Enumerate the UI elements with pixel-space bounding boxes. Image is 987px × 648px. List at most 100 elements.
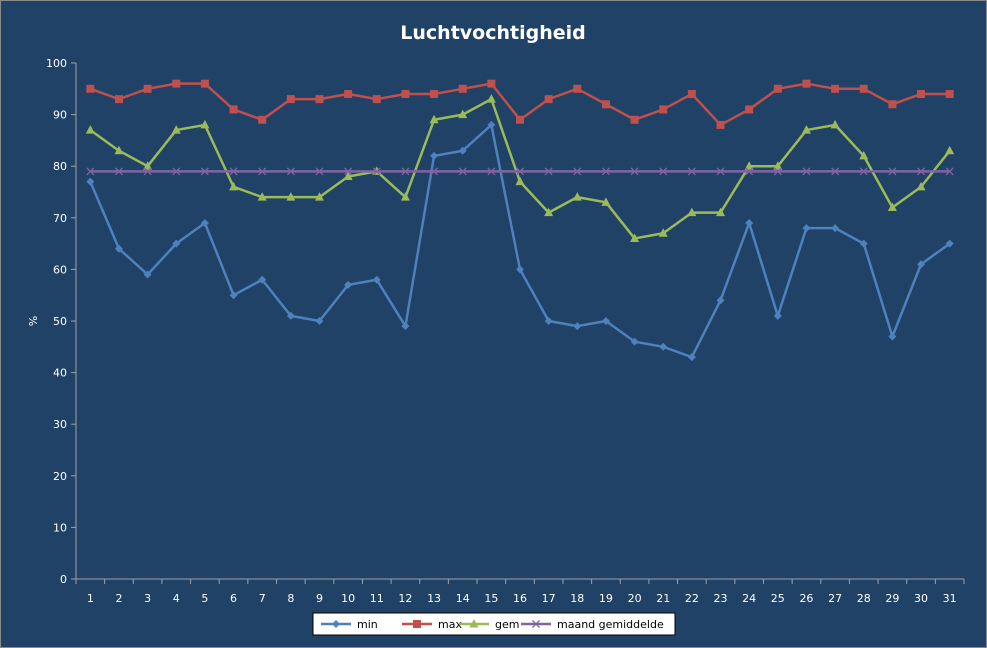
series-line <box>89 123 951 359</box>
data-point <box>200 218 209 227</box>
data-point <box>830 119 840 129</box>
x-tick-label: 17 <box>542 592 556 605</box>
data-point <box>487 167 496 176</box>
data-point <box>831 84 840 93</box>
data-point <box>716 167 725 176</box>
x-tick-label: 11 <box>370 592 384 605</box>
data-point <box>114 145 124 155</box>
data-point <box>458 84 467 93</box>
data-point <box>458 167 467 176</box>
data-point <box>286 192 296 201</box>
data-point <box>773 161 783 170</box>
data-point <box>659 342 668 351</box>
data-point <box>143 161 153 170</box>
y-tick-label: 0 <box>60 573 67 586</box>
data-point <box>917 260 926 269</box>
data-point <box>114 95 123 104</box>
x-tick-label: 9 <box>316 592 323 605</box>
data-point <box>200 167 209 176</box>
y-tick-label: 30 <box>53 418 67 431</box>
data-point <box>945 89 954 98</box>
data-point <box>200 79 209 88</box>
x-tick-label: 29 <box>885 592 899 605</box>
y-tick-label: 80 <box>53 160 67 173</box>
x-tick-label: 22 <box>685 592 699 605</box>
data-point <box>516 115 524 124</box>
x-tick-label: 23 <box>714 592 728 605</box>
data-point <box>773 167 782 176</box>
data-point <box>687 89 696 98</box>
data-point <box>115 167 123 176</box>
data-point <box>573 322 582 331</box>
legend-item: max <box>402 618 462 631</box>
x-tick-label: 6 <box>230 592 237 605</box>
data-point <box>544 167 553 176</box>
y-tick-label: 40 <box>53 367 67 380</box>
data-point <box>372 275 381 284</box>
data-point <box>859 167 868 176</box>
data-point <box>945 239 954 248</box>
data-point <box>945 167 954 176</box>
data-point <box>831 167 840 176</box>
x-tick-label: 4 <box>173 592 180 605</box>
data-point <box>916 181 926 191</box>
data-point <box>486 94 496 103</box>
data-point <box>773 311 782 320</box>
series-layer <box>85 79 955 362</box>
data-point <box>601 317 610 325</box>
x-tick-label: 15 <box>484 592 498 605</box>
data-point <box>401 89 410 98</box>
data-point <box>286 95 295 104</box>
x-tick-label: 27 <box>828 592 842 605</box>
x-tick-label: 2 <box>115 592 122 605</box>
data-point <box>344 280 353 289</box>
x-tick-label: 21 <box>656 592 670 605</box>
data-point <box>659 167 668 176</box>
y-tick-label: 70 <box>53 212 67 225</box>
data-point <box>515 176 525 186</box>
data-point <box>286 167 295 176</box>
legend-label: gem <box>495 618 519 631</box>
data-point <box>544 95 553 104</box>
legend-box <box>312 612 676 636</box>
data-point <box>744 161 754 170</box>
data-point <box>630 115 639 124</box>
legend-item: gem <box>459 618 519 631</box>
data-point <box>86 167 95 176</box>
data-point <box>172 167 181 176</box>
data-point <box>172 239 181 248</box>
data-point <box>343 171 353 181</box>
data-point <box>945 145 955 155</box>
legend-label: maand gemiddelde <box>557 618 664 631</box>
data-point <box>745 218 754 227</box>
data-point <box>401 322 410 331</box>
data-point <box>286 311 295 320</box>
data-point <box>172 79 181 88</box>
data-point <box>315 317 324 325</box>
x-tick-label: 31 <box>943 592 957 605</box>
y-tick-label: 100 <box>46 57 67 70</box>
data-point <box>544 207 554 217</box>
data-point <box>859 239 868 248</box>
series-gem <box>85 94 955 242</box>
data-point <box>801 125 811 134</box>
data-point <box>573 167 582 176</box>
series-min <box>86 120 954 362</box>
x-tick-label: 14 <box>456 592 470 605</box>
x-tick-label: 1 <box>87 592 94 605</box>
data-point <box>372 95 381 104</box>
data-point <box>888 332 897 341</box>
data-point <box>314 192 324 201</box>
legend-label: min <box>357 618 378 631</box>
data-point <box>745 167 754 176</box>
data-point <box>401 167 410 176</box>
data-point <box>344 89 353 98</box>
data-point <box>630 233 640 242</box>
x-tick-label: 28 <box>857 592 871 605</box>
data-point <box>917 167 925 176</box>
data-point <box>659 105 668 114</box>
data-point <box>258 167 267 176</box>
data-point <box>315 167 324 176</box>
data-point <box>572 192 582 201</box>
data-point <box>687 353 696 362</box>
